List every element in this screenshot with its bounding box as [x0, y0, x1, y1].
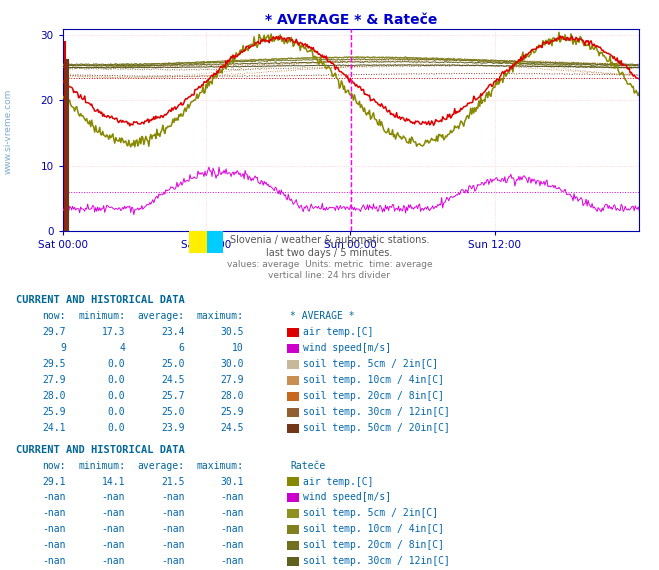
- Text: 30.1: 30.1: [220, 477, 244, 487]
- Text: 25.0: 25.0: [161, 407, 185, 417]
- Text: -nan: -nan: [101, 556, 125, 567]
- Text: Slovenia / weather & automatic stations.: Slovenia / weather & automatic stations.: [230, 235, 429, 246]
- Text: 9: 9: [60, 343, 66, 353]
- Text: -nan: -nan: [101, 540, 125, 551]
- Text: 25.9: 25.9: [220, 407, 244, 417]
- Text: values: average  Units: metric  time: average: values: average Units: metric time: aver…: [227, 260, 432, 270]
- Text: -nan: -nan: [220, 556, 244, 567]
- Text: 27.9: 27.9: [42, 375, 66, 385]
- Text: 25.9: 25.9: [42, 407, 66, 417]
- Text: -nan: -nan: [161, 492, 185, 503]
- Text: -nan: -nan: [101, 508, 125, 519]
- Text: 6: 6: [179, 343, 185, 353]
- Text: 21.5: 21.5: [161, 477, 185, 487]
- Text: -nan: -nan: [220, 524, 244, 535]
- Text: 25.0: 25.0: [161, 359, 185, 369]
- Text: last two days / 5 minutes.: last two days / 5 minutes.: [266, 248, 393, 258]
- Text: -nan: -nan: [101, 492, 125, 503]
- Text: -nan: -nan: [161, 556, 185, 567]
- Text: 27.9: 27.9: [220, 375, 244, 385]
- Text: maximum:: maximum:: [197, 311, 244, 321]
- Text: 25.7: 25.7: [161, 391, 185, 401]
- Text: -nan: -nan: [42, 540, 66, 551]
- Text: minimum:: minimum:: [78, 461, 125, 471]
- Text: soil temp. 30cm / 12in[C]: soil temp. 30cm / 12in[C]: [303, 407, 450, 417]
- Text: 4: 4: [119, 343, 125, 353]
- Text: Rateče: Rateče: [290, 461, 325, 471]
- Text: minimum:: minimum:: [78, 311, 125, 321]
- Text: -nan: -nan: [161, 508, 185, 519]
- Text: 23.9: 23.9: [161, 423, 185, 433]
- Text: 0.0: 0.0: [107, 375, 125, 385]
- Text: soil temp. 20cm / 8in[C]: soil temp. 20cm / 8in[C]: [303, 540, 444, 551]
- Text: soil temp. 5cm / 2in[C]: soil temp. 5cm / 2in[C]: [303, 508, 438, 519]
- Text: 24.1: 24.1: [42, 423, 66, 433]
- Text: 29.7: 29.7: [42, 327, 66, 337]
- Text: CURRENT AND HISTORICAL DATA: CURRENT AND HISTORICAL DATA: [16, 445, 185, 455]
- Text: -nan: -nan: [42, 508, 66, 519]
- Text: 0.0: 0.0: [107, 391, 125, 401]
- Text: 0.0: 0.0: [107, 407, 125, 417]
- Text: -nan: -nan: [220, 508, 244, 519]
- Text: soil temp. 10cm / 4in[C]: soil temp. 10cm / 4in[C]: [303, 375, 444, 385]
- Text: 24.5: 24.5: [161, 375, 185, 385]
- Text: vertical line: 24 hrs divider: vertical line: 24 hrs divider: [268, 271, 391, 280]
- Text: -nan: -nan: [101, 524, 125, 535]
- Text: -nan: -nan: [42, 556, 66, 567]
- Text: www.si-vreme.com: www.si-vreme.com: [4, 88, 13, 174]
- Text: 30.0: 30.0: [220, 359, 244, 369]
- Text: soil temp. 10cm / 4in[C]: soil temp. 10cm / 4in[C]: [303, 524, 444, 535]
- Text: -nan: -nan: [161, 524, 185, 535]
- Title: * AVERAGE * & Rateče: * AVERAGE * & Rateče: [265, 13, 437, 27]
- Text: 24.5: 24.5: [220, 423, 244, 433]
- Text: -nan: -nan: [42, 524, 66, 535]
- Text: 10: 10: [232, 343, 244, 353]
- Text: soil temp. 5cm / 2in[C]: soil temp. 5cm / 2in[C]: [303, 359, 438, 369]
- Text: soil temp. 50cm / 20in[C]: soil temp. 50cm / 20in[C]: [303, 423, 450, 433]
- Text: soil temp. 30cm / 12in[C]: soil temp. 30cm / 12in[C]: [303, 556, 450, 567]
- Text: 29.1: 29.1: [42, 477, 66, 487]
- Text: CURRENT AND HISTORICAL DATA: CURRENT AND HISTORICAL DATA: [16, 295, 185, 306]
- Text: -nan: -nan: [161, 540, 185, 551]
- Text: 14.1: 14.1: [101, 477, 125, 487]
- Text: now:: now:: [42, 311, 66, 321]
- Text: 0.0: 0.0: [107, 359, 125, 369]
- Text: air temp.[C]: air temp.[C]: [303, 327, 374, 337]
- Text: soil temp. 20cm / 8in[C]: soil temp. 20cm / 8in[C]: [303, 391, 444, 401]
- Text: 29.5: 29.5: [42, 359, 66, 369]
- Text: 28.0: 28.0: [220, 391, 244, 401]
- Text: * AVERAGE *: * AVERAGE *: [290, 311, 355, 321]
- Text: wind speed[m/s]: wind speed[m/s]: [303, 492, 391, 503]
- Text: -nan: -nan: [220, 492, 244, 503]
- Text: air temp.[C]: air temp.[C]: [303, 477, 374, 487]
- Text: 30.5: 30.5: [220, 327, 244, 337]
- Text: maximum:: maximum:: [197, 461, 244, 471]
- Text: now:: now:: [42, 461, 66, 471]
- Text: -nan: -nan: [220, 540, 244, 551]
- Text: -nan: -nan: [42, 492, 66, 503]
- Text: 28.0: 28.0: [42, 391, 66, 401]
- Text: 23.4: 23.4: [161, 327, 185, 337]
- Text: wind speed[m/s]: wind speed[m/s]: [303, 343, 391, 353]
- Text: average:: average:: [138, 461, 185, 471]
- Text: average:: average:: [138, 311, 185, 321]
- Text: 0.0: 0.0: [107, 423, 125, 433]
- Text: 17.3: 17.3: [101, 327, 125, 337]
